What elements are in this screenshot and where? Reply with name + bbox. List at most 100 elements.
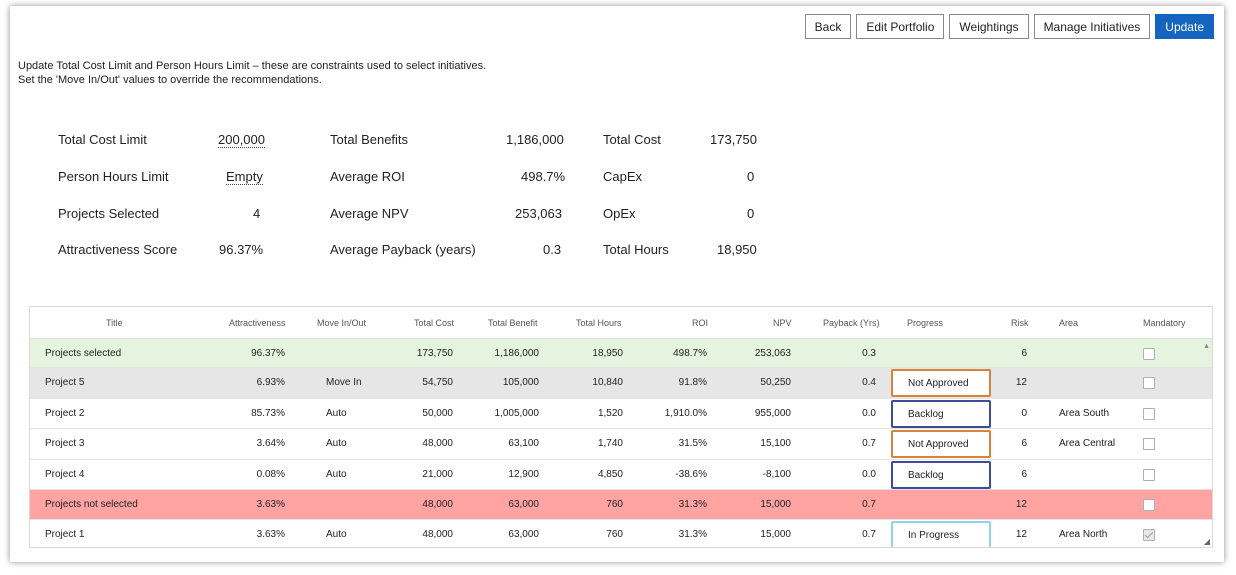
person-hours-limit-label: Person Hours Limit [58,169,169,184]
mandatory-checkbox[interactable] [1143,438,1155,450]
update-button[interactable]: Update [1155,14,1214,39]
cell-roi: 31.3% [678,499,707,510]
opex-value: 0 [747,206,755,221]
portfolio-window: Back Edit Portfolio Weightings Manage In… [10,6,1224,562]
total-cost-limit-label: Total Cost Limit [58,132,147,147]
header-mandatory[interactable]: Mandatory [1143,318,1186,328]
table-row[interactable]: Project 4 0.08% Auto 21,000 12,900 4,850 -38.6… [30,460,1212,490]
cell-total-benefit: 1,186,000 [494,348,540,359]
mandatory-checkbox[interactable] [1143,408,1155,420]
cell-total-hours: 1,740 [597,438,623,449]
cell-move[interactable]: Auto [326,529,347,540]
cell-attractiveness: 0.08% [256,469,285,480]
cell-title: Project 2 [45,408,85,419]
header-attractiveness[interactable]: Attractiveness [229,318,286,328]
cell-move[interactable]: Move In [326,377,362,388]
progress-dropdown[interactable]: Not Approved [891,430,991,458]
projects-selected-value: 4 [253,206,261,221]
header-move-in-out[interactable]: Move In/Out [317,318,367,328]
projects-selected-label: Projects Selected [58,206,160,221]
back-button[interactable]: Back [804,14,852,39]
cell-attractiveness: 3.63% [256,499,285,510]
cell-risk: 6 [1021,348,1027,359]
header-progress[interactable]: Progress [907,318,944,328]
average-npv-value: 253,063 [515,206,562,221]
cell-npv: 253,063 [754,348,791,359]
attractiveness-score-value: 96.37% [219,242,264,257]
cell-npv: -8,100 [762,469,791,480]
edit-portfolio-button[interactable]: Edit Portfolio [856,14,945,39]
cell-total-hours: 1,520 [597,408,623,419]
cell-total-hours: 18,950 [592,348,623,359]
header-total-cost[interactable]: Total Cost [414,318,455,328]
cell-attractiveness: 85.73% [251,408,285,419]
cell-risk: 12 [1015,529,1027,540]
toolbar: Back Edit Portfolio Weightings Manage In… [804,14,1214,39]
progress-dropdown[interactable]: In Progress [891,521,991,547]
header-area[interactable]: Area [1059,318,1079,328]
cell-attractiveness: 3.64% [256,438,285,449]
cell-move[interactable]: Auto [326,438,347,449]
cell-payback: 0.0 [862,408,876,419]
capex-label: CapEx [603,169,643,184]
cell-npv: 955,000 [754,408,791,419]
total-cost-limit-value[interactable]: 200,000 [218,132,265,148]
progress-dropdown[interactable]: Not Approved [891,369,991,397]
header-roi[interactable]: ROI [692,318,709,328]
table-row[interactable]: Projects selected 96.37% 173,750 1,186,000 1… [30,339,1212,368]
scroll-up-arrow-icon[interactable]: ▲ [1203,343,1210,350]
cell-move[interactable]: Auto [326,408,347,419]
cell-title: Project 5 [45,377,85,388]
instructions-line-1: Update Total Cost Limit and Person Hours… [18,60,487,72]
cell-total-benefit: 63,000 [508,499,539,510]
progress-dropdown[interactable]: Backlog [891,400,991,428]
cell-npv: 15,000 [760,499,791,510]
cell-risk: 6 [1021,469,1027,480]
cell-total-benefit: 105,000 [502,377,539,388]
cell-total-benefit: 63,000 [508,529,539,540]
cell-payback: 0.4 [862,377,876,388]
mandatory-checkbox[interactable] [1143,529,1155,541]
cell-title: Project 3 [45,438,85,449]
cell-npv: 15,000 [760,529,791,540]
cell-total-cost: 173,750 [416,348,453,359]
mandatory-checkbox[interactable] [1143,499,1155,511]
cell-payback: 0.7 [862,529,876,540]
average-roi-value: 498.7% [521,169,566,184]
resize-handle-icon[interactable]: ◢ [1203,537,1210,546]
total-benefits-value: 1,186,000 [506,132,564,147]
mandatory-checkbox[interactable] [1143,377,1155,389]
cell-risk: 0 [1021,408,1027,419]
cell-title: Project 4 [45,469,85,480]
header-payback[interactable]: Payback (Yrs) [823,318,880,328]
cell-move[interactable]: Auto [326,469,347,480]
cell-title: Projects not selected [45,499,138,510]
table-row[interactable]: Project 3 3.64% Auto 48,000 63,100 1,740 31.5%… [30,429,1212,460]
table-row[interactable]: Project 5 6.93% Move In 54,750 105,000 10,840… [30,368,1212,399]
header-npv[interactable]: NPV [773,318,792,328]
grid-header: Title Attractiveness Move In/Out Total C… [30,307,1212,339]
table-row[interactable]: Project 1 3.63% Auto 48,000 63,000 760 31.3% 15… [30,520,1212,547]
header-total-benefit[interactable]: Total Benefit [488,318,538,328]
cell-npv: 15,100 [760,438,791,449]
weightings-button[interactable]: Weightings [949,14,1029,39]
cell-total-cost: 54,750 [422,377,453,388]
cell-total-hours: 4,850 [597,469,623,480]
cell-roi: 91.8% [678,377,707,388]
header-title[interactable]: Title [106,318,123,328]
progress-dropdown[interactable]: Backlog [891,461,991,489]
average-payback-label: Average Payback (years) [330,242,476,257]
cell-area: Area North [1059,529,1108,540]
table-row[interactable]: Project 2 85.73% Auto 50,000 1,005,000 1,520 1… [30,399,1212,429]
cell-title: Projects selected [45,348,122,359]
cell-total-hours: 760 [606,529,623,540]
header-risk[interactable]: Risk [1011,318,1029,328]
manage-initiatives-button[interactable]: Manage Initiatives [1033,14,1151,39]
table-row[interactable]: Projects not selected 3.63% 48,000 63,000 76… [30,490,1212,520]
header-total-hours[interactable]: Total Hours [576,318,622,328]
cell-roi: -38.6% [675,469,707,480]
mandatory-checkbox[interactable] [1143,348,1155,360]
mandatory-checkbox[interactable] [1143,469,1155,481]
person-hours-limit-value[interactable]: Empty [226,169,263,185]
cell-total-benefit: 1,005,000 [494,408,540,419]
